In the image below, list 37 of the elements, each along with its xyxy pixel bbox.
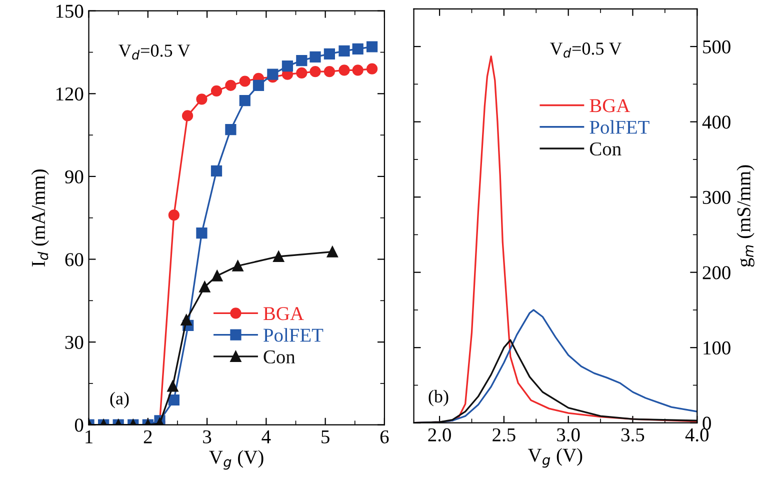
- legend-label: Con: [590, 142, 622, 156]
- y-tick-label: 300: [702, 190, 730, 204]
- y-tick-label: 400: [702, 116, 730, 129]
- annotation: (a): [110, 392, 129, 408]
- y-tick-label: 500: [703, 40, 730, 54]
- x-axis-title: V$_{g}$ (V): [528, 448, 582, 468]
- y-tick-label: 100: [704, 341, 730, 355]
- legend-label: BGA: [264, 307, 304, 320]
- y-axis-title: I$_{d}$ (mA/mm): [31, 170, 49, 266]
- annotation: (b): [428, 390, 448, 406]
- x-axis-title: V$_{g}$ (V): [209, 450, 264, 470]
- y-axis-title: g$_{m}$ (mS/mm): [736, 165, 754, 267]
- x-tick-label: 1: [86, 430, 92, 444]
- x-tick-label: 4.0: [685, 428, 709, 442]
- x-tick-label: 4: [262, 430, 271, 444]
- annotation: V$_{d}$=0.5 V: [550, 42, 622, 58]
- y-tick-label: 150: [56, 4, 84, 18]
- legend-label: PolFET: [264, 328, 324, 342]
- legend-label: PolFET: [590, 120, 650, 134]
- annotation: V$_{d}$=0.5 V: [118, 44, 190, 60]
- x-tick-label: 6: [380, 430, 389, 444]
- x-tick-label: 2.5: [492, 428, 516, 442]
- y-tick-label: 120: [56, 87, 84, 101]
- x-tick-label: 3: [203, 430, 212, 444]
- y-tick-label: 90: [65, 170, 84, 184]
- x-tick-label: 2: [144, 430, 152, 444]
- x-tick-label: 3.0: [557, 428, 580, 442]
- x-tick-label: 3.5: [622, 428, 644, 442]
- y-tick-label: 0: [74, 418, 84, 432]
- y-tick-label: 200: [702, 266, 730, 280]
- x-tick-label: 5: [322, 430, 330, 444]
- y-tick-label: 0: [702, 416, 711, 430]
- y-tick-label: 60: [65, 253, 84, 266]
- legend-label: BGA: [590, 99, 630, 112]
- y-tick-label: 30: [65, 336, 84, 349]
- x-tick-label: 2.0: [428, 428, 451, 442]
- legend-label: Con: [264, 350, 296, 364]
